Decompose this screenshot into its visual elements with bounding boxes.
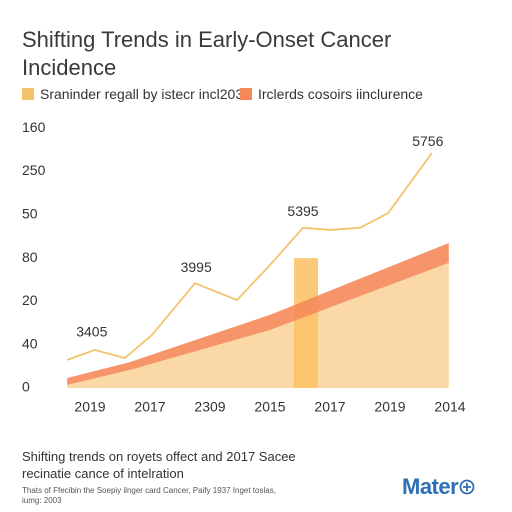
chart-title: Shifting Trends in Early-Onset Cancer In… bbox=[22, 27, 392, 80]
y-tick-label: 40 bbox=[22, 335, 38, 351]
x-tick-label: 2309 bbox=[194, 399, 225, 415]
logo-icon bbox=[459, 479, 475, 495]
y-tick-label: 160 bbox=[22, 119, 46, 135]
x-tick-label: 2015 bbox=[254, 399, 285, 415]
legend-swatch bbox=[22, 88, 34, 100]
logo: Mater bbox=[402, 474, 475, 500]
annotation: 5756 bbox=[412, 133, 443, 149]
y-tick-label: 80 bbox=[22, 249, 38, 265]
highlight-bar bbox=[294, 258, 318, 388]
annotation: 3995 bbox=[181, 259, 212, 275]
footer-text: Shifting trends on royets offect and 201… bbox=[22, 449, 296, 481]
y-tick-label: 20 bbox=[22, 292, 38, 308]
x-tick-label: 2017 bbox=[134, 399, 165, 415]
area-band bbox=[67, 242, 449, 385]
line bbox=[66, 152, 433, 361]
legend-item: Irclerds cosoirs iinclurence bbox=[240, 86, 423, 102]
x-tick-label: 2017 bbox=[314, 399, 345, 415]
logo-text: Mater bbox=[402, 474, 459, 499]
annotation: 3405 bbox=[76, 324, 107, 340]
legend-item: Sraninder regall by istecr incl2036 bbox=[22, 86, 251, 102]
y-tick-label: 250 bbox=[22, 162, 46, 178]
area bbox=[67, 262, 449, 388]
y-tick-label: 0 bbox=[22, 379, 30, 395]
annotation: 5395 bbox=[287, 203, 318, 219]
legend-label: Irclerds cosoirs iinclurence bbox=[258, 86, 423, 102]
footer-source: Thats of Ffecibin the Soepiy ilnger card… bbox=[22, 486, 276, 505]
legend-swatch bbox=[240, 88, 252, 100]
x-tick-label: 2014 bbox=[434, 399, 465, 415]
chart: 0 40 20 80 50 250 160 2019 2017 2309 2015 2017 2019 2… bbox=[22, 119, 466, 415]
x-tick-label: 2019 bbox=[74, 399, 105, 415]
x-tick-label: 2019 bbox=[374, 399, 405, 415]
legend-label: Sraninder regall by istecr incl2036 bbox=[40, 86, 251, 102]
y-tick-label: 50 bbox=[22, 206, 38, 222]
